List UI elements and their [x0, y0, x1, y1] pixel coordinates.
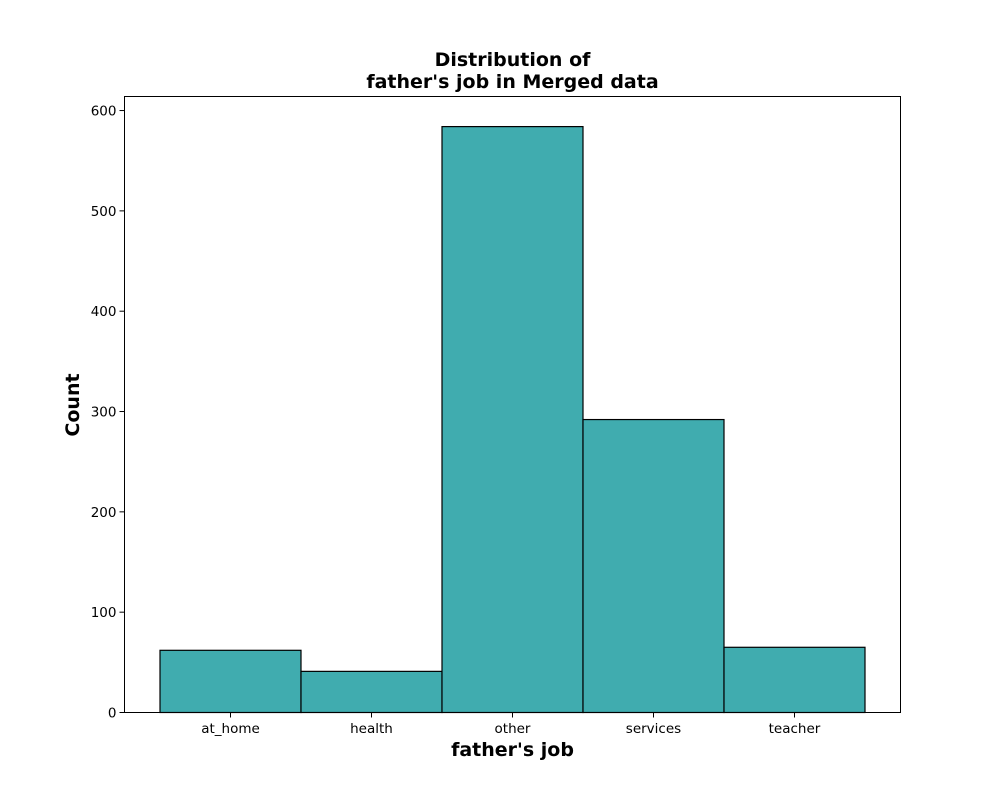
bar-services	[582, 418, 725, 714]
x-tick-label: teacher	[769, 721, 821, 737]
bar-health	[300, 670, 443, 714]
x-tick-label: other	[495, 721, 531, 737]
x-axis-label: father's job	[451, 739, 574, 761]
x-tick-label: services	[626, 721, 681, 737]
chart-title-line-2: father's job in Merged data	[366, 71, 658, 93]
y-axis-label: Count	[62, 373, 84, 436]
y-tick-label: 400	[91, 304, 117, 320]
y-tick-label: 100	[91, 605, 117, 621]
chart-title-line-1: Distribution of	[435, 49, 592, 71]
plot-frame	[124, 96, 901, 713]
x-axis-ticks: at_home health other services teacher	[201, 712, 821, 737]
bar-group	[159, 125, 866, 714]
y-tick-label: 500	[91, 204, 117, 220]
bar-teacher	[723, 646, 866, 714]
x-tick-label: health	[350, 721, 393, 737]
bar-other	[441, 125, 584, 714]
x-tick-label: at_home	[201, 721, 260, 737]
y-tick-label: 600	[91, 104, 117, 120]
y-tick-label: 300	[91, 405, 117, 421]
y-tick-label: 0	[108, 706, 117, 722]
y-axis-ticks: 0 100 200 300 400 500 600	[91, 104, 125, 722]
bar-at-home	[159, 649, 302, 714]
y-tick-label: 200	[91, 505, 117, 521]
